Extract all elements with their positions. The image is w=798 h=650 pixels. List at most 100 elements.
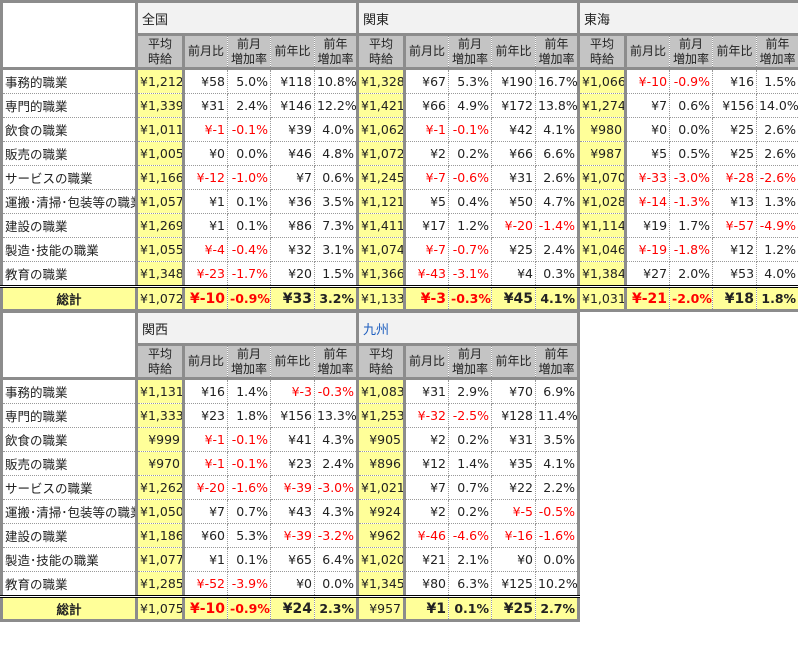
cell-mom-diff: ¥2: [404, 499, 450, 524]
column-header-yoy-rate: 前年 増加率: [314, 34, 360, 70]
cell-yoy-diff: ¥42: [491, 117, 537, 142]
cell-yoy-rate: 4.3%: [314, 427, 360, 452]
total-label: 総計: [1, 595, 138, 621]
row-label: 教育の職業: [1, 571, 138, 597]
total-row: 総計 ¥1,075 ¥-10 -0.9% ¥24 2.3% ¥957 ¥1 0.1% ¥25 2.7…: [1, 595, 581, 621]
cell-yoy-diff: ¥31: [491, 427, 537, 452]
cell-yoy-rate: 4.1%: [535, 451, 581, 476]
cell-yoy-diff: ¥86: [270, 213, 315, 238]
total-avg-wage: ¥1,133: [357, 285, 407, 311]
cell-avg-wage: ¥1,046: [578, 237, 628, 262]
total-mom-rate: -0.9%: [227, 285, 271, 311]
cell-avg-wage: ¥999: [136, 427, 185, 452]
cell-avg-wage: ¥980: [578, 117, 628, 142]
cell-mom-diff: ¥-52: [183, 571, 228, 597]
cell-mom-rate: -1.3%: [669, 189, 714, 214]
region-header: 九州: [357, 311, 581, 346]
cell-yoy-diff: ¥36: [270, 189, 315, 214]
cell-mom-diff: ¥-7: [404, 165, 450, 190]
column-header-mom-rate: 前月 増加率: [227, 34, 271, 70]
cell-avg-wage: ¥1,186: [136, 523, 185, 548]
cell-yoy-rate: -0.3%: [314, 378, 360, 404]
cell-yoy-rate: -1.6%: [535, 523, 581, 548]
cell-mom-diff: ¥-12: [183, 165, 228, 190]
cell-yoy-diff: ¥20: [270, 261, 315, 287]
total-yoy-rate: 4.1%: [535, 285, 581, 311]
column-header-yoy-diff: 前年比: [491, 34, 537, 70]
cell-mom-diff: ¥-23: [183, 261, 228, 287]
table-row: 建設の職業 ¥1,269 ¥1 0.1% ¥86 7.3% ¥1,411 ¥17 1.2% ¥-2…: [1, 213, 798, 238]
cell-yoy-diff: ¥-28: [712, 165, 758, 190]
row-label: 専門的職業: [1, 93, 138, 118]
row-label: サービスの職業: [1, 165, 138, 190]
cell-yoy-diff: ¥12: [712, 237, 758, 262]
cell-yoy-rate: 2.4%: [314, 451, 360, 476]
cell-mom-diff: ¥80: [404, 571, 450, 597]
cell-yoy-rate: 2.2%: [535, 475, 581, 500]
total-mom-diff: ¥-10: [183, 595, 228, 621]
cell-mom-rate: 2.1%: [448, 547, 493, 572]
table-row: 専門的職業 ¥1,339 ¥31 2.4% ¥146 12.2% ¥1,421 ¥66 4.9%…: [1, 93, 798, 118]
total-mom-rate: -2.0%: [669, 285, 714, 311]
total-row: 総計 ¥1,072 ¥-10 -0.9% ¥33 3.2% ¥1,133 ¥-3 -0.3% ¥4…: [1, 285, 798, 311]
cell-yoy-diff: ¥66: [491, 141, 537, 166]
cell-yoy-diff: ¥22: [491, 475, 537, 500]
table-row: 製造･技能の職業 ¥1,055 ¥-4 -0.4% ¥32 3.1% ¥1,074 ¥-7 -0…: [1, 237, 798, 262]
table-row: 運搬･清掃･包装等の職業 ¥1,057 ¥1 0.1% ¥36 3.5% ¥1,121 ¥5 0…: [1, 189, 798, 214]
region-header: 関西: [136, 311, 360, 346]
cell-yoy-diff: ¥41: [270, 427, 315, 452]
cell-avg-wage: ¥1,339: [136, 93, 185, 118]
row-label: 製造･技能の職業: [1, 237, 138, 262]
table-row: サービスの職業 ¥1,166 ¥-12 -1.0% ¥7 0.6% ¥1,245 ¥-7 -0.…: [1, 165, 798, 190]
cell-yoy-diff: ¥-5: [491, 499, 537, 524]
cell-avg-wage: ¥1,333: [136, 403, 185, 428]
cell-mom-rate: 1.7%: [669, 213, 714, 238]
corner-cell: [1, 1, 138, 70]
cell-yoy-diff: ¥16: [712, 68, 758, 94]
cell-avg-wage: ¥1,005: [136, 141, 185, 166]
table-row: 飲食の職業 ¥1,011 ¥-1 -0.1% ¥39 4.0% ¥1,062 ¥-1 -0.1%…: [1, 117, 798, 142]
row-label: 教育の職業: [1, 261, 138, 287]
cell-yoy-rate: 2.6%: [756, 117, 798, 142]
column-header-yoy-rate: 前年 増加率: [535, 344, 581, 380]
cell-yoy-rate: 3.5%: [314, 189, 360, 214]
cell-yoy-rate: 0.0%: [535, 547, 581, 572]
cell-yoy-diff: ¥118: [270, 68, 315, 94]
cell-mom-diff: ¥-14: [625, 189, 671, 214]
cell-mom-rate: 5.3%: [227, 523, 271, 548]
column-header-mom-rate: 前月 増加率: [448, 34, 493, 70]
cell-mom-diff: ¥-19: [625, 237, 671, 262]
corner-cell: [1, 311, 138, 380]
cell-mom-rate: -0.7%: [448, 237, 493, 262]
cell-avg-wage: ¥1,274: [578, 93, 628, 118]
region-header: 東海: [578, 1, 798, 36]
cell-yoy-rate: 16.7%: [535, 68, 581, 94]
total-yoy-rate: 2.3%: [314, 595, 360, 621]
table-row: 製造･技能の職業 ¥1,077 ¥1 0.1% ¥65 6.4% ¥1,020 ¥21 2.1%…: [1, 547, 581, 572]
cell-avg-wage: ¥970: [136, 451, 185, 476]
column-header-avg-wage: 平均 時給: [136, 34, 185, 70]
cell-yoy-diff: ¥25: [712, 117, 758, 142]
cell-avg-wage: ¥1,348: [136, 261, 185, 287]
cell-yoy-diff: ¥125: [491, 571, 537, 597]
cell-yoy-diff: ¥53: [712, 261, 758, 287]
cell-mom-diff: ¥7: [625, 93, 671, 118]
cell-avg-wage: ¥1,285: [136, 571, 185, 597]
cell-yoy-diff: ¥46: [270, 141, 315, 166]
cell-yoy-diff: ¥35: [491, 451, 537, 476]
cell-yoy-rate: 2.6%: [535, 165, 581, 190]
cell-avg-wage: ¥1,057: [136, 189, 185, 214]
cell-mom-rate: 0.1%: [227, 213, 271, 238]
cell-mom-diff: ¥23: [183, 403, 228, 428]
cell-mom-diff: ¥-10: [625, 68, 671, 94]
cell-avg-wage: ¥1,114: [578, 213, 628, 238]
cell-avg-wage: ¥1,011: [136, 117, 185, 142]
cell-yoy-diff: ¥7: [270, 165, 315, 190]
wage-table-bottom: 関西 九州 平均 時給 前月比 前月 増加率 前年比 前年 増加率 平均 時給 前月比 前月 増加…: [0, 310, 581, 622]
cell-mom-diff: ¥58: [183, 68, 228, 94]
cell-yoy-rate: 1.2%: [756, 237, 798, 262]
total-yoy-rate: 1.8%: [756, 285, 798, 311]
cell-mom-diff: ¥0: [625, 117, 671, 142]
table-row: 飲食の職業 ¥999 ¥-1 -0.1% ¥41 4.3% ¥905 ¥2 0.2% ¥31 3.5…: [1, 427, 581, 452]
cell-yoy-rate: 6.4%: [314, 547, 360, 572]
